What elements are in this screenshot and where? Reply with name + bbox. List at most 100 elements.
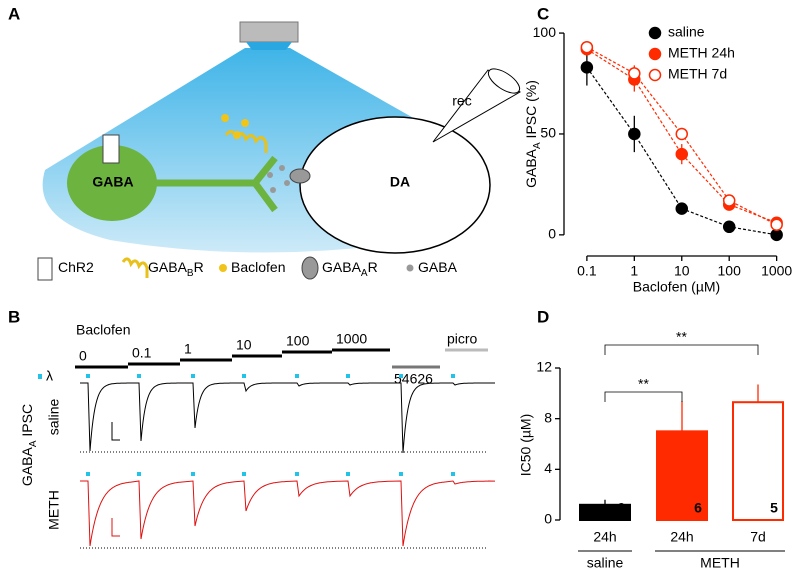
concentration: 10 [236,337,252,353]
fit-line [586,48,777,224]
diagram-legend [37,256,414,281]
objective-lens [246,42,292,50]
picro-label: picro [447,331,478,347]
label-sub: A [532,142,543,149]
group-label: METH [700,555,740,571]
data-point [675,147,689,161]
label-part: GABA [322,259,362,275]
pipette-label: rec [452,93,471,109]
light-pulse [346,374,350,378]
x-tick-label: 24h [670,529,693,545]
label-part: GABA [523,148,539,188]
light-pulse [191,472,195,476]
legend-text: GABA [418,259,458,275]
significance-bracket [604,391,683,402]
light-label: λ [46,368,53,384]
legend-text: GABAAR [322,259,378,279]
light-pulse [399,374,403,378]
bar [579,503,631,521]
x-tick-label: 24h [593,529,616,545]
legend-label: METH 7d [668,66,727,82]
concentration: 0.1 [132,345,152,361]
label-part: R [194,259,204,275]
x-axis-label: Baclofen (µM) [633,279,720,295]
label-part: GABA [418,259,458,275]
n-label: 6 [617,500,625,516]
light-pulse [86,472,90,476]
label-sub: A [361,268,368,279]
label-part: IPSC [19,404,35,441]
legend-text: ChR2 [58,259,94,275]
label-part: GABA [19,447,35,487]
data-point [628,67,641,80]
pipette-opening [487,68,521,94]
concentration: 1 [184,341,192,357]
gabaa-receptor [289,168,311,184]
light-pulse [242,472,246,476]
concentration: 100 [286,333,310,349]
label-part: GABA [148,259,188,275]
light-pulse [399,472,403,476]
panel-label: A [8,4,20,23]
objective [239,21,299,43]
scale-bar [111,422,120,441]
n-label: 5 [770,500,778,516]
panel-label: D [537,307,549,326]
ipsc-trace [80,382,495,454]
light-pulse [295,374,299,378]
x-tick-label: 0.1 [577,263,597,279]
legend-marker [648,47,662,61]
row-label: METH [46,490,62,530]
light-pulse [191,374,195,378]
da-cell [299,116,491,254]
x-tick-label: 10 [674,263,690,279]
data-point [722,194,736,207]
legend-text: GABABR [148,259,204,279]
legend-icon [219,264,227,272]
legend-marker [648,26,662,40]
light-pulse [346,472,350,476]
light-pulse [451,472,455,476]
significance-label: ** [638,376,649,392]
y-tick-label: 8 [544,409,552,425]
gaba-dots [267,165,290,193]
legend-icon [406,264,414,272]
significance-bracket [604,344,759,355]
y-tick-label: 100 [533,24,557,40]
cell-label: GABA [92,174,133,190]
axon [155,155,278,213]
label-part: Baclofen [231,259,285,275]
legend-icon [301,256,319,280]
legend-icon [37,257,53,281]
n-label: 6 [694,500,702,516]
concentration: 0 [79,348,87,364]
chr2-icon [102,134,120,164]
legend-text: Baclofen [231,259,285,275]
legend-label: saline [668,24,705,40]
data-point [722,220,736,234]
baclofen-dots [221,114,249,139]
y-tick-label: 4 [544,460,552,476]
legend-label: METH 24h [668,45,735,61]
light-pulse [242,374,246,378]
label-part: ChR2 [58,259,94,275]
x-tick-label: 100 [718,263,742,279]
concentration: 1000 [336,331,367,347]
data-point [580,40,594,54]
data-point [770,218,783,232]
y-tick-label: 50 [540,125,556,141]
diagram: GABA DA rec [42,21,521,254]
panel-label: C [537,4,549,23]
light-pulse [137,472,141,476]
light-pulse [451,374,455,378]
scale-bar [111,518,120,537]
gaba-cell [67,145,157,221]
label-part: R [368,259,378,275]
row-label: saline [46,399,62,436]
light-pulse [295,472,299,476]
data-point [675,202,689,215]
light-pulse [137,374,141,378]
data-point [580,61,594,74]
label-part: IPSC (%) [523,80,539,142]
